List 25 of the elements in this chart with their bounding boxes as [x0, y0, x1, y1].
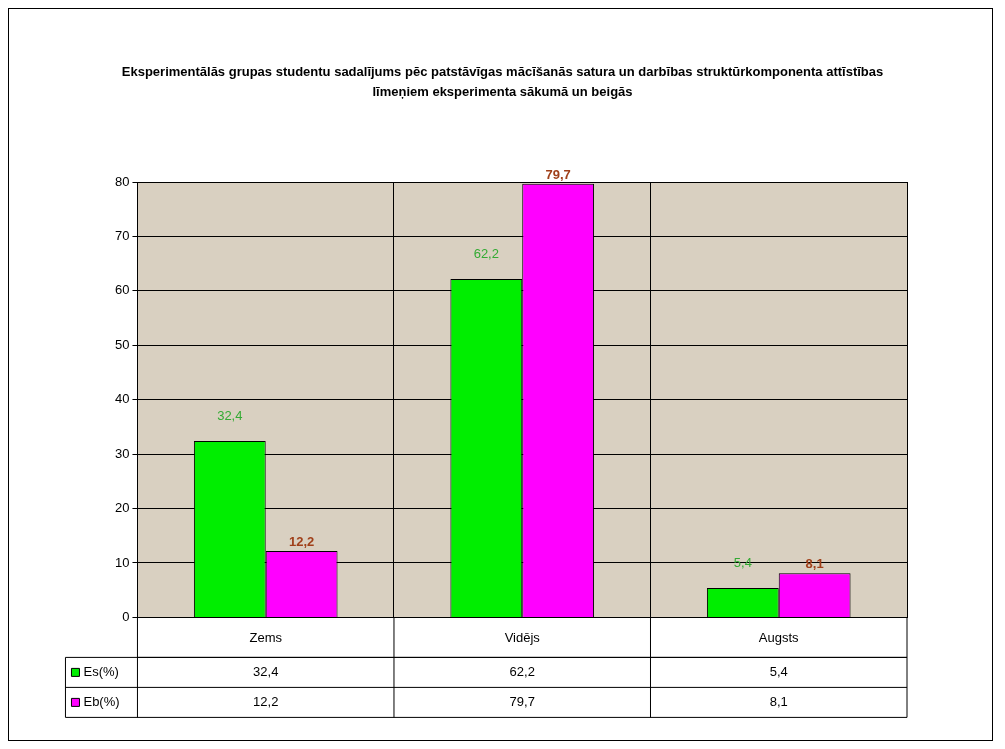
data-label: 8,1 — [769, 693, 788, 709]
data-label: 12,2 — [253, 693, 279, 709]
x-tick-label: Vidējs — [504, 629, 541, 645]
text: 32,4 — [217, 408, 243, 424]
data-label: 62,2 — [509, 663, 535, 679]
y-tick-label: 80 — [114, 173, 130, 189]
data-label: 5,4 — [769, 663, 788, 679]
y-tick-label: 70 — [114, 228, 130, 243]
y-tick-label: 50 — [114, 336, 130, 352]
data-label: 32,4 — [253, 663, 279, 679]
y-tick-label: 60 — [114, 282, 130, 298]
x-tick-label: Augsts — [758, 629, 800, 645]
y-tick-label: 10 — [114, 554, 130, 570]
y-tick-label: 40 — [114, 391, 130, 407]
text: 12,2 — [288, 534, 315, 550]
legend-label: Es(%) — [83, 663, 119, 679]
data-label: 79,7 — [509, 693, 535, 709]
legend-label: Eb(%) — [83, 693, 120, 709]
x-tick-label: Zems — [249, 629, 283, 645]
chart-title: Eksperimentālās grupas studentu sadalījums pēc patstāvīgas mācīšanās satura un darbības struktūrkomponenta attīstības līmeņiem eksperimenta sākumā un beigās — [120, 63, 885, 101]
y-tick-label: 30 — [114, 445, 130, 461]
y-tick-label: 20 — [114, 500, 130, 516]
text: 79,7 — [545, 166, 571, 182]
y-tick-label: 0 — [122, 608, 130, 624]
text: 62,2 — [473, 245, 499, 261]
